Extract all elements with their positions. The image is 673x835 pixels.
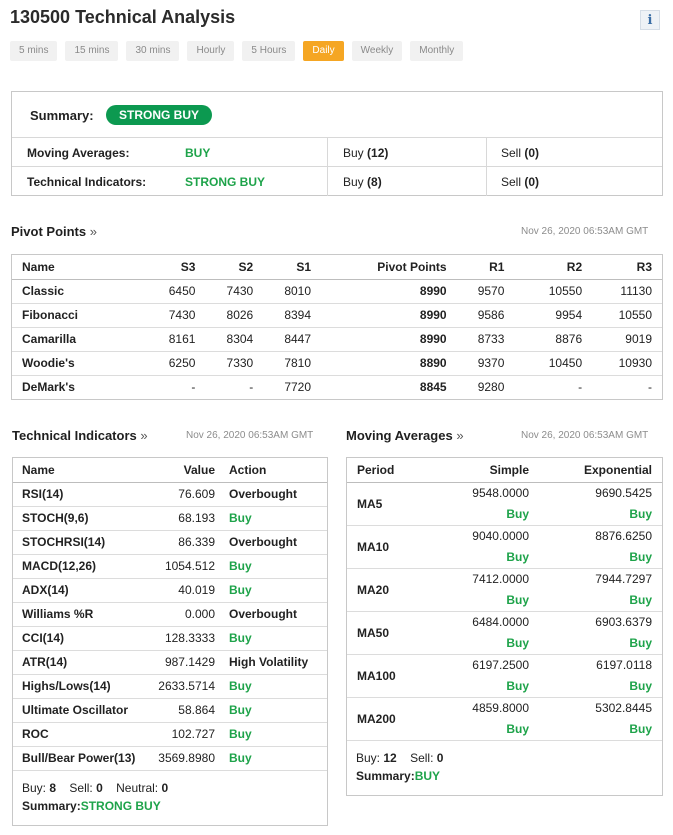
table-row: ADX(14) 40.019 Buy	[13, 578, 327, 603]
summary-badge: STRONG BUY	[106, 105, 213, 125]
tab-30-mins[interactable]: 30 mins	[126, 41, 180, 61]
moving-averages-table: Period Simple Exponential MA5 9548.0000 Buy…	[346, 457, 663, 796]
summary-row-signal: BUY	[185, 146, 211, 160]
table-row: Camarilla 8161 8304 8447 8990 8733 8876 9019	[12, 327, 662, 352]
table-header: Name S3 S2 S1 Pivot Points R1 R2 R3	[12, 255, 662, 280]
tab-monthly[interactable]: Monthly	[410, 41, 464, 61]
moving-timestamp: Nov 26, 2020 06:53AM GMT	[521, 430, 649, 441]
summary-row-signal: STRONG BUY	[185, 175, 266, 189]
tab-hourly[interactable]: Hourly	[187, 41, 235, 61]
moving-averages-title[interactable]: Moving Averages »	[346, 428, 464, 443]
table-row: MA20 7412.0000 Buy 7944.7297 Buy	[347, 568, 662, 612]
table-row: MA200 4859.8000 Buy 5302.8445 Buy	[357, 701, 652, 737]
table-row: MA50 6484.0000 Buy 6903.6379 Buy	[347, 611, 662, 655]
summary-row-name: Moving Averages:	[27, 146, 130, 160]
tab-5-mins[interactable]: 5 mins	[10, 41, 58, 61]
table-row: DeMark's - -7720 8845 9280- -	[22, 380, 652, 395]
pivot-points-table: Name S3 S2 S1 Pivot Points R1 R2 R3 Clas…	[11, 254, 663, 400]
table-row: Ultimate Oscillator 58.864 Buy	[13, 698, 327, 723]
divider	[327, 167, 328, 196]
summary-row-buy: Buy (12)	[343, 146, 389, 160]
summary-row-sell: Sell (0)	[501, 146, 540, 160]
table-row: MA10 9040.0000 Buy 8876.6250 Buy	[347, 525, 662, 569]
table-row: Williams %R 0.000 Overbought	[13, 602, 327, 627]
table-row: Woodie's 6250 7330 7810 8890 9370 10450 10930	[12, 351, 662, 376]
summary-label: Summary:	[30, 108, 94, 123]
raquo-icon: »	[89, 224, 97, 239]
raquo-icon: »	[140, 428, 148, 443]
table-row: Bull/Bear Power(13) 3569.8980 Buy	[22, 751, 252, 766]
table-row: MACD(12,26) 1054.512 Buy	[13, 554, 327, 579]
divider	[327, 138, 328, 167]
table-row: RSI(14) 76.609 Overbought	[13, 482, 327, 507]
table-row: ATR(14) 987.1429 High Volatility	[13, 650, 327, 675]
summary-row-sell: Sell (0)	[501, 175, 540, 189]
timeframe-tabs: 5 mins 15 mins 30 mins Hourly 5 Hours Da…	[10, 41, 471, 61]
technical-timestamp: Nov 26, 2020 06:53AM GMT	[186, 430, 314, 441]
pivot-timestamp: Nov 26, 2020 06:53AM GMT	[521, 226, 649, 237]
table-row: MA5 9548.0000 Buy 9690.5425 Buy	[347, 482, 662, 526]
table-header: Period Simple Exponential	[347, 458, 662, 483]
info-icon[interactable]: i	[640, 10, 660, 30]
moving-summary: Summary:BUY	[356, 769, 441, 783]
summary-row-name: Technical Indicators:	[27, 175, 147, 189]
page-title: 130500 Technical Analysis	[10, 7, 236, 27]
table-header: Name Value Action	[13, 458, 327, 483]
tab-15-mins[interactable]: 15 mins	[65, 41, 119, 61]
pivot-points-title[interactable]: Pivot Points »	[11, 224, 97, 239]
table-row: Highs/Lows(14) 2633.5714 Buy	[13, 674, 327, 699]
technical-indicators-table: Name Value Action RSI(14) 76.609 Overbought …	[12, 457, 328, 826]
table-row: Fibonacci 7430 8026 8394 8990 9586 9954 10550	[12, 303, 662, 328]
tab-5-hours[interactable]: 5 Hours	[242, 41, 296, 61]
table-row: STOCH(9,6) 68.193 Buy	[13, 506, 327, 531]
summary-panel: Summary: STRONG BUY Moving Averages: BUY…	[11, 91, 663, 196]
technical-counts: Buy: 8 Sell: 0 Neutral: 0	[22, 781, 169, 795]
summary-row-moving-averages: Moving Averages: BUY Buy (12) Sell (0)	[12, 138, 662, 167]
table-row: ROC 102.727 Buy	[13, 722, 327, 747]
moving-counts: Buy: 12 Sell: 0	[356, 751, 444, 765]
technical-summary: Summary:STRONG BUY	[22, 799, 161, 813]
table-row: CCI(14) 128.3333 Buy	[13, 626, 327, 651]
divider	[486, 167, 487, 196]
technical-footer: Buy: 8 Sell: 0 Neutral: 0 Summary:STRONG…	[13, 770, 327, 825]
raquo-icon: »	[456, 428, 464, 443]
divider	[486, 138, 487, 167]
summary-row-technical-indicators: Technical Indicators: STRONG BUY Buy (8)…	[12, 167, 662, 196]
table-row: MA100 6197.2500 Buy 6197.0118 Buy	[347, 654, 662, 698]
table-row: Classic 6450 7430 8010 8990 9570 10550 11130	[12, 279, 662, 304]
summary-row-buy: Buy (8)	[343, 175, 382, 189]
summary-header: Summary: STRONG BUY	[12, 92, 662, 138]
technical-indicators-title[interactable]: Technical Indicators »	[12, 428, 148, 443]
tab-weekly[interactable]: Weekly	[351, 41, 403, 61]
tab-daily[interactable]: Daily	[303, 41, 344, 61]
moving-footer: Buy: 12 Sell: 0 Summary:BUY	[347, 740, 662, 795]
table-row: STOCHRSI(14) 86.339 Overbought	[13, 530, 327, 555]
